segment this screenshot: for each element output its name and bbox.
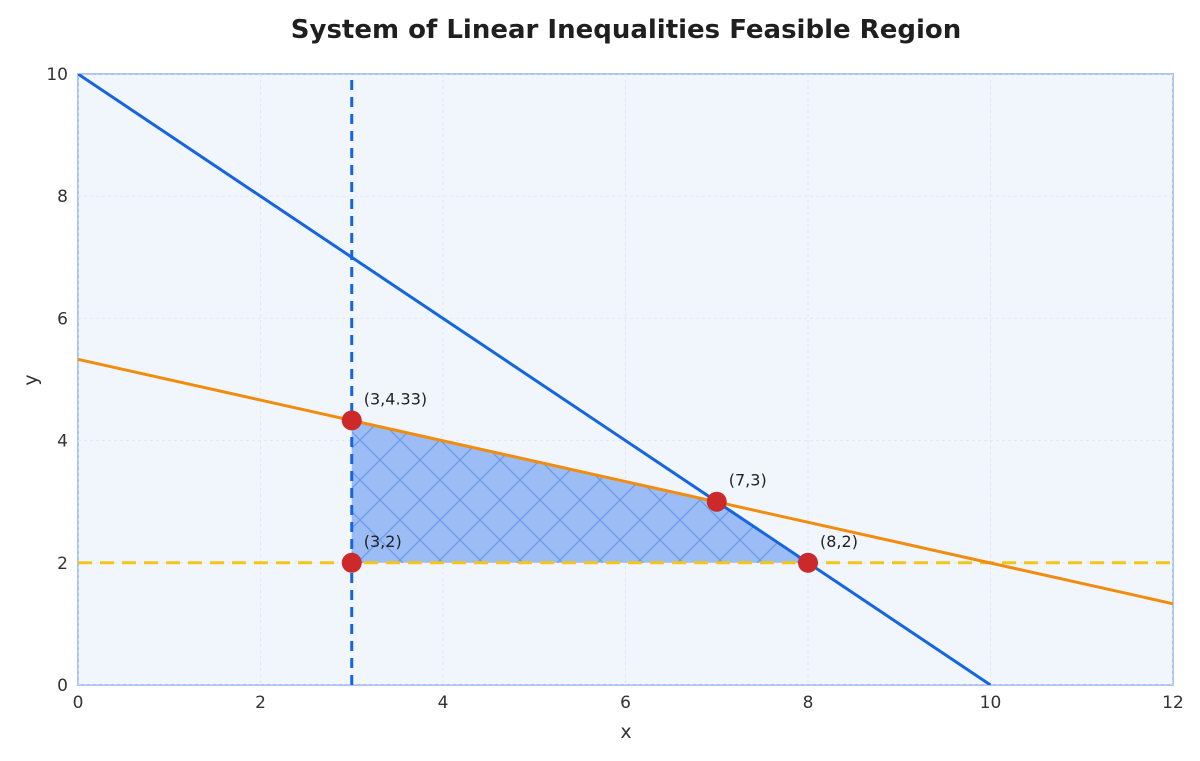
boundary-line-orange: [78, 357, 1173, 606]
y-tick-label: 2: [57, 554, 68, 574]
vertex-point: [798, 552, 818, 573]
x-tick-label: 8: [803, 693, 814, 713]
y-tick-label: 6: [57, 309, 68, 329]
plot-area: [77, 73, 1174, 686]
y-axis-ticks: 0 2 4 6 8 10: [46, 65, 68, 696]
feasible-region: [351, 420, 808, 563]
boundary-line-blue: [78, 74, 992, 685]
x-tick-label: 0: [73, 693, 84, 713]
vertex-label: (3,2): [364, 532, 402, 551]
vertex-point: [341, 552, 362, 573]
y-tick-label: 10: [46, 65, 68, 85]
vertex-point: [706, 491, 727, 512]
x-tick-label: 6: [620, 693, 631, 713]
feasible-region-hatch: [351, 420, 808, 563]
y-tick-label: 0: [57, 676, 68, 696]
vertex-label: (3,4.33): [364, 389, 427, 408]
y-tick-label: 8: [57, 187, 68, 207]
x-tick-label: 12: [1162, 693, 1184, 713]
vertex-label: (7,3): [729, 471, 767, 490]
vertex-point: [341, 410, 362, 431]
vertex-label: (8,2): [820, 532, 858, 551]
x-tick-label: 4: [438, 693, 449, 713]
chart-title: System of Linear Inequalities Feasible R…: [291, 15, 961, 45]
x-tick-label: 2: [255, 693, 266, 713]
x-tick-label: 10: [980, 693, 1002, 713]
vertex-points: (3,4.33) (3,2) (7,3) (8,2): [341, 389, 858, 573]
constraint-lines: [78, 74, 1173, 685]
y-axis-label: y: [20, 374, 42, 385]
x-axis-label: x: [620, 721, 631, 743]
x-axis-ticks: 0 2 4 6 8 10 12: [73, 693, 1184, 713]
y-tick-label: 4: [57, 432, 68, 452]
